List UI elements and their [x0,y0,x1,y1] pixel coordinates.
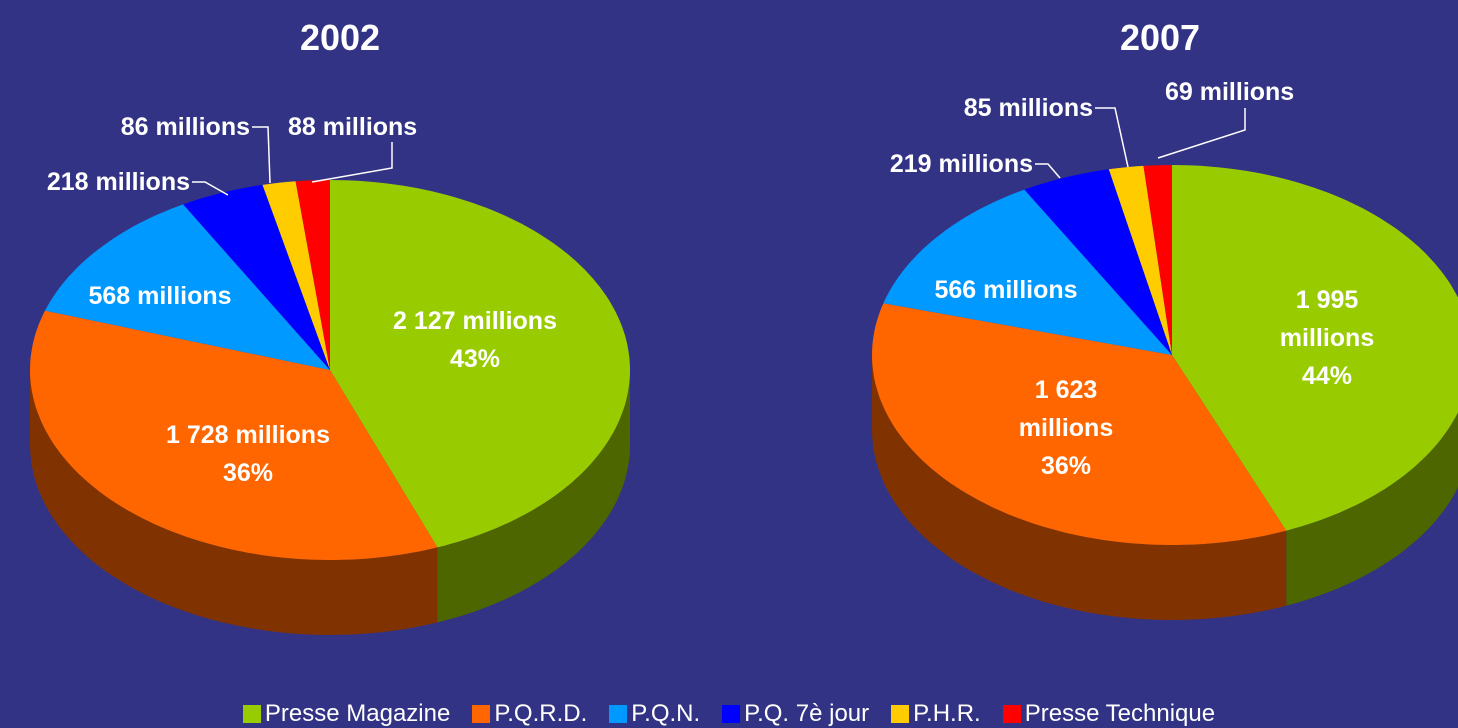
pie-side [1286,412,1458,606]
legend-label: Presse Technique [1024,700,1216,727]
data-label: 86 millions [120,113,250,141]
data-label: 69 millions [1165,78,1295,106]
legend-item: P.H.R. [891,700,981,728]
data-label-group: 218 millions [47,163,190,201]
data-label-group: 69 millions [1165,73,1294,111]
data-label: 568 millions [88,282,232,310]
data-label: 1 728 millions [166,421,330,449]
leader-line [311,142,393,183]
data-label: 1 995 millions [1279,286,1375,352]
pie-slice [883,189,1172,355]
share-label: 44% [1301,362,1353,390]
legend-label: Presse Magazine [264,700,451,727]
leader-line [1035,163,1061,179]
data-label: 85 millions [963,94,1093,122]
chart-title: 2002 [299,17,381,58]
data-label-group: 85 millions [964,89,1093,127]
legend-item: Presse Technique [1002,700,1216,728]
pie-side [30,370,438,635]
data-label-group: 2 127 millions 43% [345,302,605,378]
data-label-group: 568 millions [50,277,270,315]
pie-slice [295,180,330,370]
legend-item: P.Q.R.D. [472,700,587,728]
data-label: 2 127 millions [393,307,557,335]
pie-slice [1108,165,1172,355]
pie-side [437,370,630,623]
data-label-group: 1 623 millions 36% [996,371,1136,485]
data-label-group: 88 millions [288,108,417,146]
share-label: 43% [449,345,501,373]
pie-slice [1024,169,1172,355]
leader-line [1157,108,1246,159]
pie-side [872,355,1287,620]
chart-title: 2007 [1119,17,1201,58]
pie-slice [872,303,1287,545]
leader-line [1095,107,1129,168]
pie-slice [30,310,438,560]
data-label-group: 86 millions [121,108,250,146]
legend-swatch [609,705,628,723]
leader-line [252,126,271,184]
legend-label: P.H.R. [913,700,981,727]
data-label-group: 1 728 millions 36% [118,416,378,492]
data-label: 1 623 millions [1018,376,1114,442]
data-label: 219 millions [889,150,1033,178]
legend-item: P.Q. 7è jour [722,700,869,728]
legend-swatch [242,705,261,723]
leader-line [192,181,229,196]
data-label: 566 millions [934,276,1078,304]
data-label-group: 1 995 millions 44% [1257,281,1397,395]
data-label: 218 millions [46,168,190,196]
data-label-group: 566 millions [896,271,1116,309]
legend-label: P.Q.R.D. [494,700,588,727]
pie-slice [45,204,330,370]
pie-slice [330,180,630,548]
pie-slice [1172,165,1458,531]
legend-swatch [472,705,491,723]
legend-label: P.Q.N. [631,700,701,727]
legend-item: Presse Magazine [242,700,451,728]
legend: Presse Magazine P.Q.R.D. P.Q.N. P.Q. 7è jou… [0,700,1458,728]
legend-swatch [722,705,741,723]
legend-label: P.Q. 7è jour [744,700,870,727]
share-label: 36% [222,459,274,487]
data-label-group: 219 millions [890,145,1033,183]
legend-swatch [1002,705,1021,723]
pie-slice [262,181,330,370]
pie-slice [1143,165,1172,355]
pie-slice [183,184,330,370]
data-label: 88 millions [288,113,418,141]
legend-swatch [891,705,910,723]
legend-item: P.Q.N. [609,700,700,728]
share-label: 36% [1040,452,1092,480]
